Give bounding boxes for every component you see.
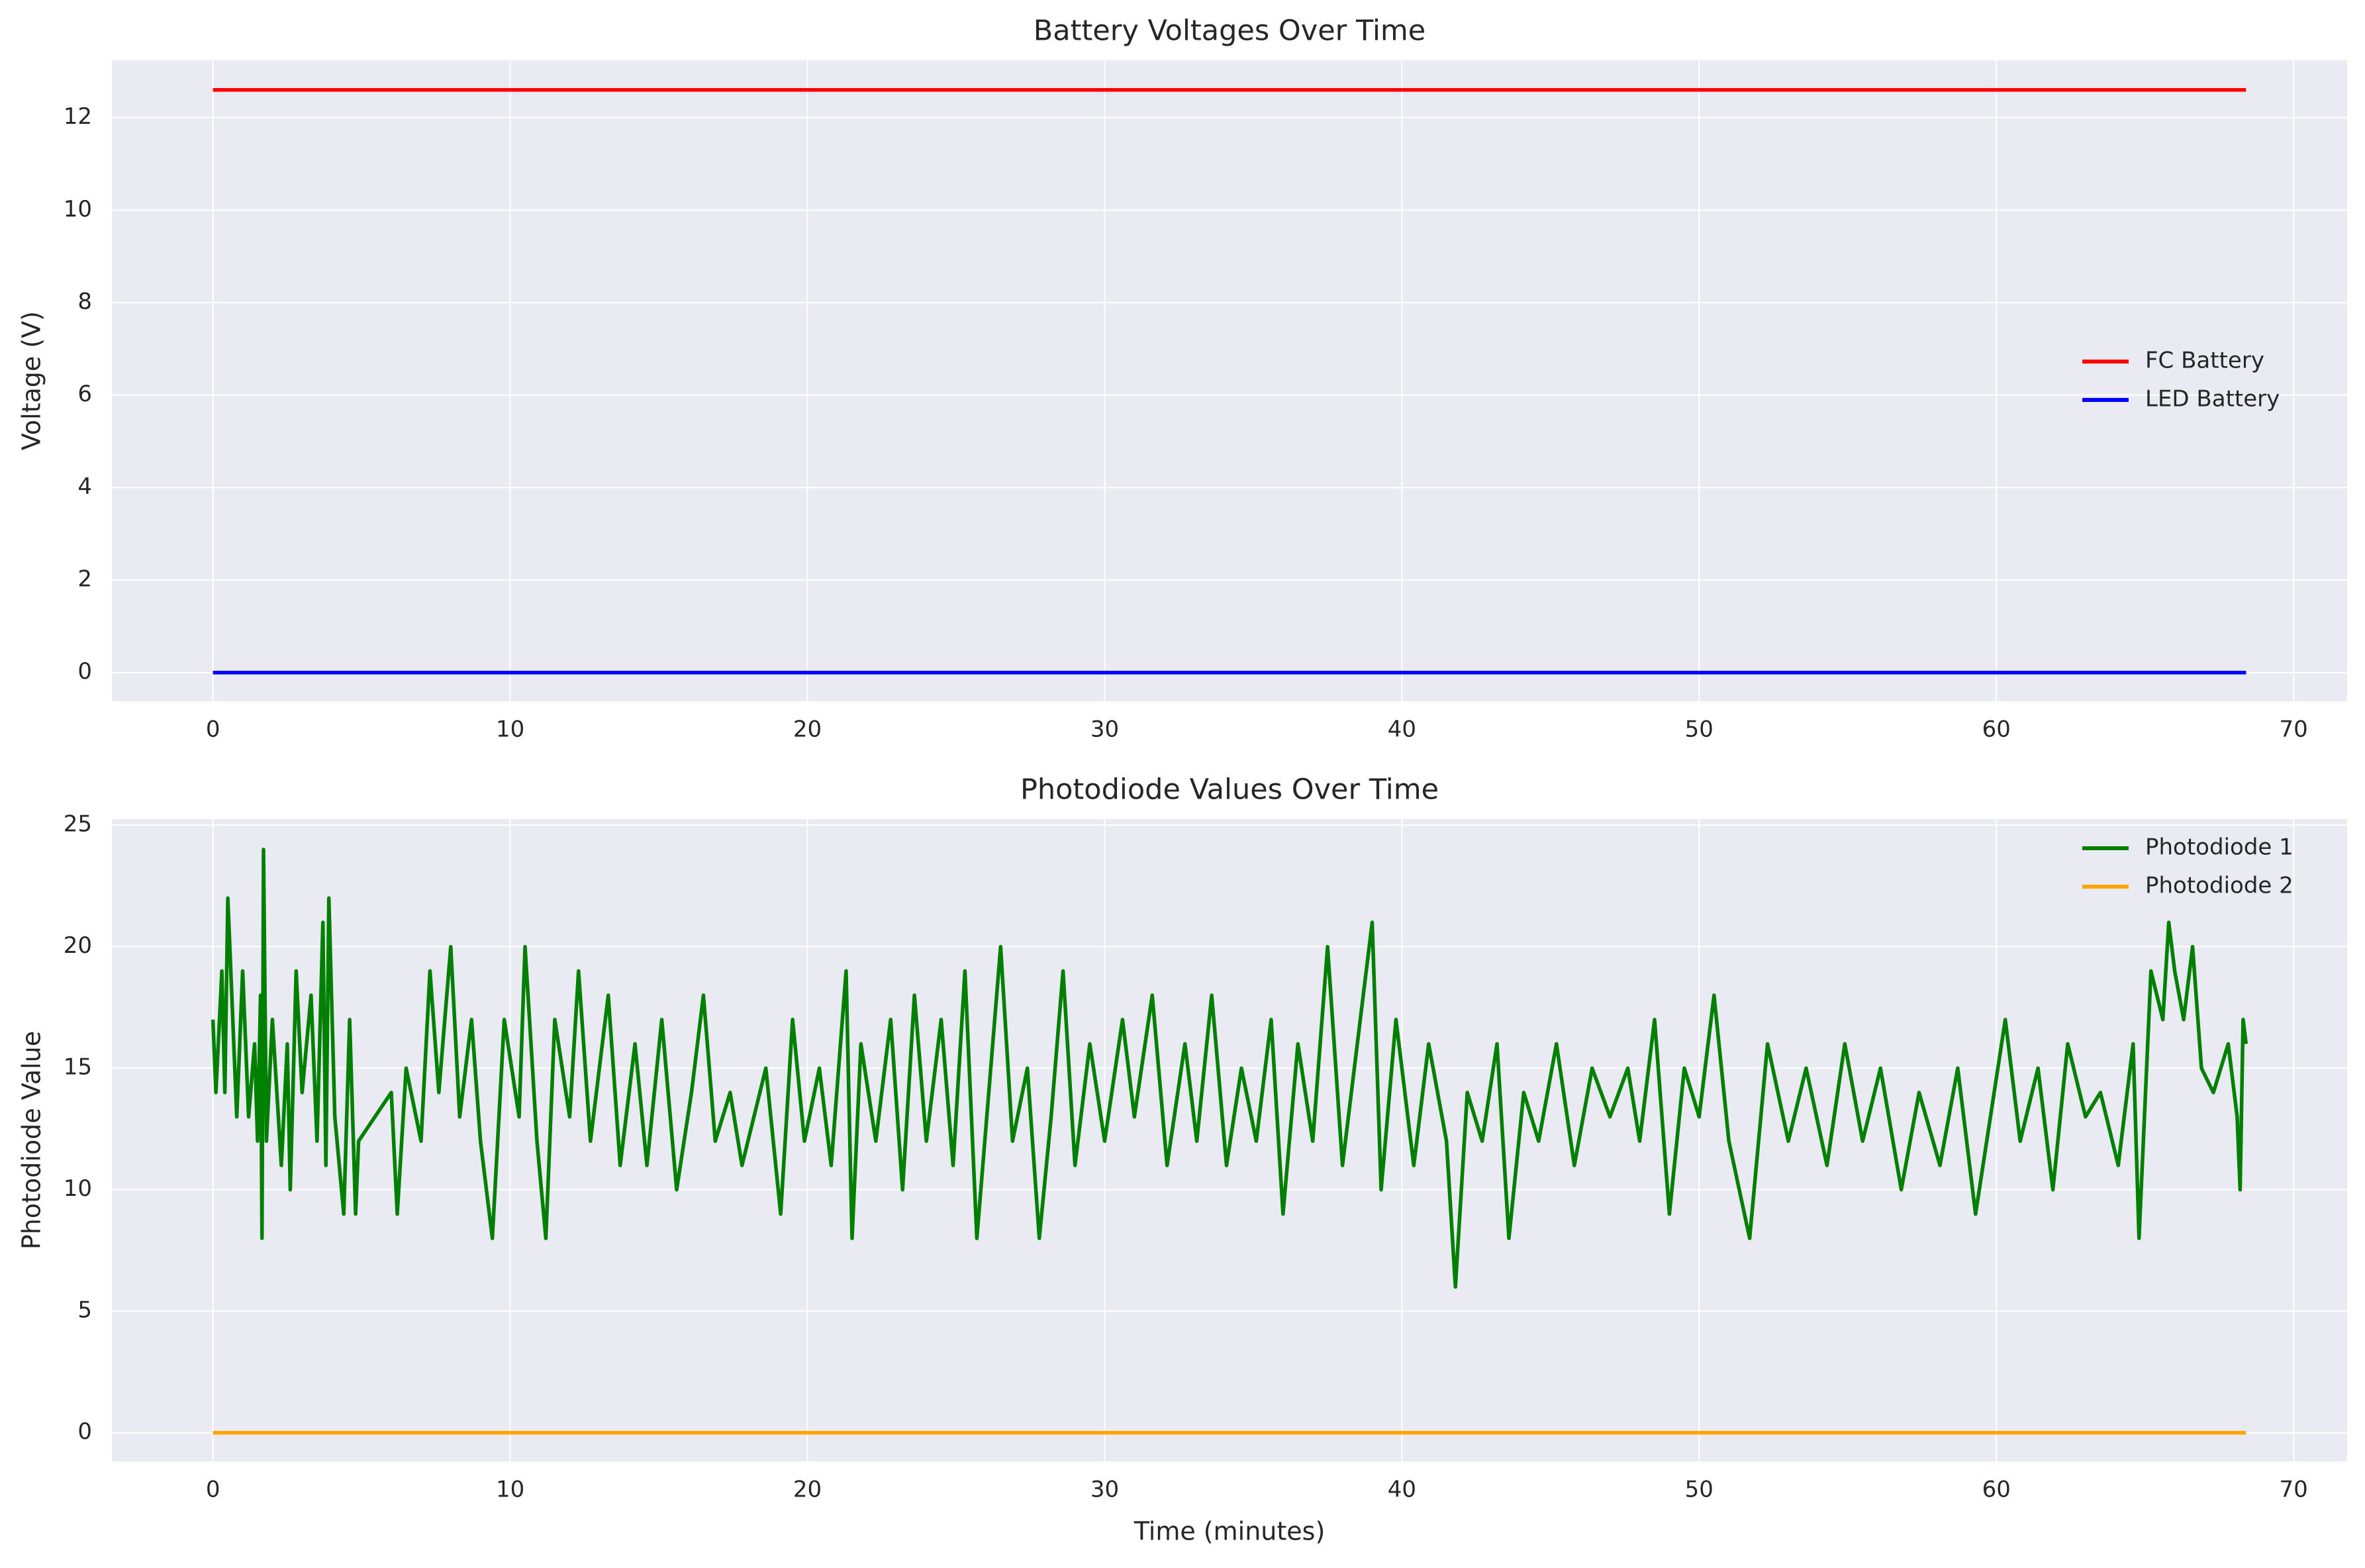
chart-title: Photodiode Values Over Time: [1020, 773, 1439, 807]
y-axis-label: Photodiode Value: [17, 1031, 46, 1250]
x-tick-label: 0: [206, 1477, 220, 1503]
y-tick-label: 15: [64, 1054, 92, 1081]
y-tick-label: 20: [64, 932, 92, 959]
x-axis-label: Time (minutes): [1134, 1517, 1326, 1546]
legend-label: LED Battery: [2145, 386, 2280, 413]
y-tick-label: 0: [77, 658, 92, 685]
y-tick-label: 10: [64, 196, 92, 222]
y-axis-label: Voltage (V): [17, 311, 46, 450]
x-tick-label: 40: [1388, 1477, 1416, 1503]
x-tick-label: 10: [496, 1477, 524, 1503]
y-tick-label: 5: [77, 1297, 92, 1324]
y-tick-label: 25: [64, 811, 92, 838]
legend-label: FC Battery: [2145, 348, 2264, 374]
y-tick-label: 8: [77, 288, 92, 315]
x-tick-label: 30: [1090, 716, 1119, 743]
plot-area: [112, 60, 2347, 701]
x-tick-label: 20: [793, 716, 822, 743]
x-tick-label: 70: [2280, 1477, 2308, 1503]
x-tick-label: 30: [1090, 1477, 1119, 1503]
y-tick-label: 12: [64, 103, 92, 130]
x-tick-label: 60: [1982, 1477, 2011, 1503]
y-tick-label: 6: [77, 381, 92, 407]
x-tick-label: 50: [1685, 1477, 1713, 1503]
legend-label: Photodiode 2: [2145, 873, 2293, 899]
y-tick-label: 10: [64, 1175, 92, 1202]
chart-title: Battery Voltages Over Time: [1034, 15, 1426, 48]
x-tick-label: 60: [1982, 716, 2011, 743]
x-tick-label: 20: [793, 1477, 822, 1503]
x-tick-label: 70: [2280, 716, 2308, 743]
x-tick-label: 0: [206, 716, 220, 743]
legend-label: Photodiode 1: [2145, 834, 2293, 861]
y-tick-label: 0: [77, 1418, 92, 1445]
x-tick-label: 50: [1685, 716, 1713, 743]
data-line: [211, 848, 2248, 1289]
x-tick-label: 10: [496, 716, 524, 743]
x-tick-label: 40: [1388, 716, 1416, 743]
y-tick-label: 4: [77, 473, 92, 500]
y-tick-label: 2: [77, 566, 92, 593]
